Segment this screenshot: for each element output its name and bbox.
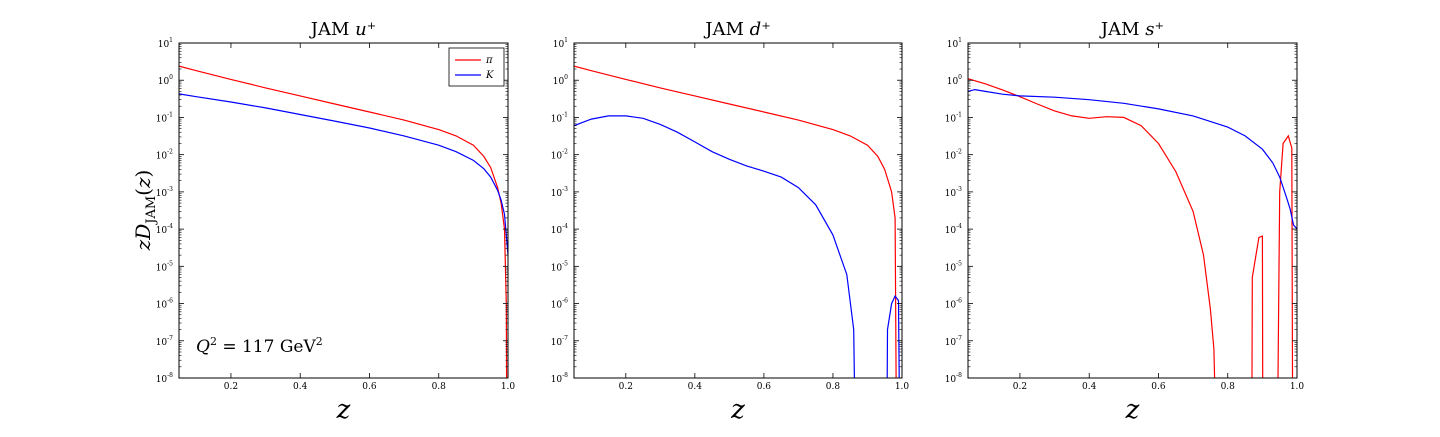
x-tick-label: 1.0 [1290, 382, 1305, 392]
series-line-pi [179, 65, 508, 378]
series-line-pi [968, 78, 1216, 378]
y-tick-label: 10-4 [945, 223, 962, 236]
panel-title: JAM u⁺ [309, 19, 376, 40]
panel-title: JAM s⁺ [1099, 19, 1164, 40]
y-tick-label: 10-2 [156, 149, 173, 162]
y-tick-label: 10-5 [156, 260, 173, 273]
x-tick-label: 0.4 [1082, 382, 1097, 392]
x-tick-label: 0.4 [688, 382, 703, 392]
plot-frame [178, 42, 509, 379]
y-tick-label: 10-1 [156, 111, 173, 124]
y-tick-label: 10-6 [945, 298, 962, 311]
y-tick-label: 10-8 [945, 372, 962, 385]
x-tick-label: 0.2 [1013, 382, 1027, 392]
y-tick-label: 10-7 [945, 335, 962, 348]
q2-annotation: Q2 = 117 GeV2 [196, 335, 323, 357]
series-line-pi [574, 65, 897, 378]
panel-2: JAM d⁺ 10-8 10-7 10-6 10-5 10-4 10-3 10-2 10-1 10… [551, 19, 910, 425]
y-tick-label: 10-1 [551, 111, 568, 124]
y-tick-label: 10-4 [156, 223, 173, 236]
x-axis-label: z [1125, 395, 1140, 425]
plot-frame [573, 42, 903, 379]
y-tick-label: 10-6 [156, 298, 173, 311]
series-line-pi [1251, 235, 1264, 378]
y-tick-label: 10-3 [156, 186, 173, 199]
x-tick-label: 1.0 [895, 382, 910, 392]
y-tick-label: 10-3 [551, 186, 568, 199]
x-axis-label: z [730, 395, 745, 425]
y-tick-label: 10-4 [551, 223, 568, 236]
y-tick-label: 10-7 [156, 335, 173, 348]
series-line-K [574, 115, 855, 378]
series-line-K [968, 88, 1297, 230]
y-tick-label: 10-2 [551, 149, 568, 162]
y-axis-label: zDJAM(z) [131, 170, 159, 252]
series-line-K [886, 294, 900, 378]
y-tick-label: 101 [553, 37, 568, 50]
x-tick-label: 0.2 [224, 382, 238, 392]
x-axis-label: z [336, 395, 351, 425]
x-tick-label: 0.6 [757, 382, 772, 392]
y-tick-label: 10-7 [551, 335, 568, 348]
y-tick-label: 10-3 [945, 186, 962, 199]
panel-1: JAM u⁺ 10-8 10-7 10-6 10-5 10-4 10-3 10-2 10-1 10… [156, 19, 516, 425]
series-line-pi [1277, 134, 1294, 378]
y-tick-label: 10-8 [551, 372, 568, 385]
legend: πK [448, 47, 505, 87]
y-tick-label: 100 [158, 74, 173, 87]
x-tick-label: 0.2 [619, 382, 633, 392]
y-tick-label: 10-5 [945, 260, 962, 273]
series-line-K [179, 93, 508, 256]
x-tick-label: 0.8 [1221, 382, 1236, 392]
x-tick-label: 0.6 [362, 382, 377, 392]
y-tick-label: 10-1 [945, 111, 962, 124]
panel-3: JAM s⁺ 10-8 10-7 10-6 10-5 10-4 10-3 10-2 10-1 10… [945, 19, 1305, 425]
x-tick-label: 0.8 [432, 382, 447, 392]
y-tick-label: 100 [947, 74, 962, 87]
x-tick-label: 0.6 [1151, 382, 1166, 392]
y-tick-label: 10-2 [945, 149, 962, 162]
x-tick-label: 1.0 [501, 382, 516, 392]
panel-title: JAM d⁺ [703, 19, 770, 40]
x-tick-label: 0.8 [826, 382, 841, 392]
plot-frame [967, 42, 1298, 379]
y-tick-label: 10-5 [551, 260, 568, 273]
legend-label-K: K [485, 70, 494, 81]
y-tick-label: 10-8 [156, 372, 173, 385]
y-tick-label: 100 [553, 74, 568, 87]
y-tick-label: 101 [947, 37, 962, 50]
legend-label-pi: π [485, 55, 493, 66]
y-tick-label: 101 [158, 37, 173, 50]
x-tick-label: 0.4 [293, 382, 308, 392]
y-tick-label: 10-6 [551, 298, 568, 311]
